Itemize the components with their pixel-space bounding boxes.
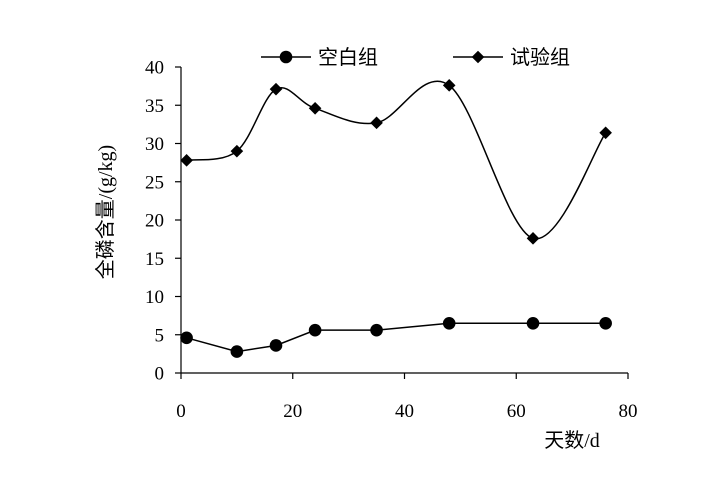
legend: 空白组 试验组	[261, 46, 570, 69]
data-point	[442, 316, 456, 330]
data-point	[308, 102, 322, 115]
x-tick-label: 80	[619, 401, 638, 422]
series-line	[186, 80, 607, 240]
y-tick-label: 20	[145, 211, 164, 232]
series-2	[180, 79, 612, 245]
data-point	[308, 323, 322, 337]
legend-label: 试验组	[510, 46, 570, 69]
legend-marker	[471, 50, 485, 64]
x-tick-label: 60	[507, 401, 526, 422]
series-1	[180, 316, 612, 358]
series-layer	[180, 79, 612, 358]
y-tick-label: 15	[145, 249, 164, 270]
y-tick-label: 0	[155, 364, 165, 385]
data-point	[230, 144, 244, 158]
data-point	[370, 323, 383, 337]
y-tick-label: 40	[145, 58, 164, 79]
data-point	[180, 154, 193, 167]
data-point	[269, 82, 283, 96]
series-line	[186, 322, 606, 353]
legend-item: 空白组	[261, 46, 378, 69]
y-tick-label: 25	[145, 172, 164, 193]
data-point	[230, 345, 244, 358]
x-tick-label: 20	[283, 401, 302, 422]
y-tick-label: 10	[145, 287, 164, 308]
y-tick-label: 35	[145, 96, 164, 117]
x-tick-label: 40	[395, 401, 414, 422]
y-tick-label: 30	[145, 134, 164, 155]
legend-label: 空白组	[318, 46, 378, 69]
x-axis-title: 天数/d	[544, 429, 600, 452]
data-point	[370, 116, 383, 130]
legend-marker	[279, 50, 293, 64]
data-point	[526, 232, 540, 245]
data-point	[269, 339, 283, 352]
legend-item: 试验组	[453, 46, 570, 69]
data-point	[180, 331, 193, 345]
data-point	[599, 316, 612, 330]
data-point	[526, 316, 540, 330]
data-point	[599, 126, 612, 140]
axes: 0 5 10 15 20 25 30 35 40 0 20 40 60 80	[145, 58, 638, 423]
data-point	[442, 79, 456, 92]
x-tick-label: 0	[176, 401, 186, 422]
y-tick-label: 5	[155, 325, 165, 346]
y-axis-title: 全磷含量/(g/kg)	[94, 145, 117, 279]
